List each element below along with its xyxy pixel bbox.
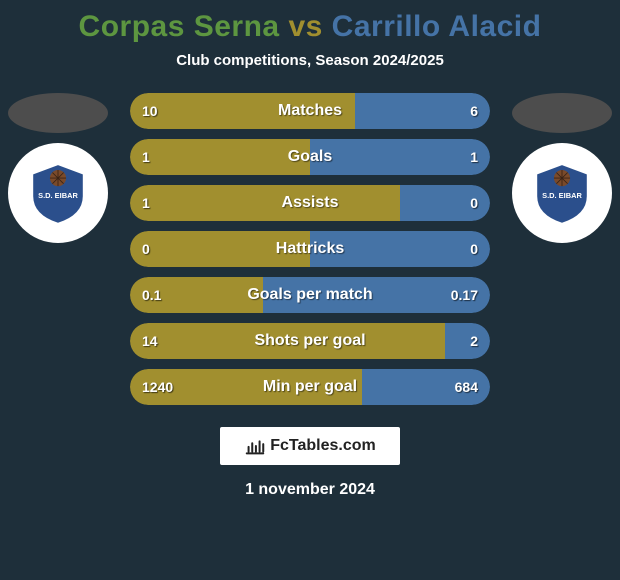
player1-name: Corpas Serna: [79, 10, 280, 43]
stat-value-left: 14: [142, 333, 158, 349]
stat-row: Shots per goal 14 2: [130, 323, 490, 359]
stat-value-left: 1: [142, 149, 150, 165]
brand-text: FcTables.com: [270, 437, 376, 455]
stat-row: Goals per match 0.1 0.17: [130, 277, 490, 313]
stat-bars: Matches106Goals11Assists10Hattricks00Goa…: [130, 93, 490, 405]
stat-value-right: 1: [470, 149, 478, 165]
stat-value-right: 6: [470, 103, 478, 119]
chart-icon: [244, 435, 266, 457]
player1-club-badge: S.D. EIBAR: [8, 143, 108, 243]
title-vs: vs: [288, 10, 322, 43]
stat-value-right: 2: [470, 333, 478, 349]
stat-row: Assists 1 0: [130, 185, 490, 221]
stat-value-right: 0.17: [451, 287, 478, 303]
stat-value-right: 684: [455, 379, 478, 395]
stat-value-left: 1: [142, 195, 150, 211]
svg-text:S.D. EIBAR: S.D. EIBAR: [542, 191, 582, 200]
player2-club-badge: S.D. EIBAR: [512, 143, 612, 243]
brand-logo: FcTables.com: [220, 427, 400, 465]
player2-name: Carrillo Alacid: [332, 10, 542, 43]
stat-value-right: 0: [470, 195, 478, 211]
comparison-card: Corpas Serna vs Carrillo Alacid Club com…: [0, 0, 620, 580]
stat-bar-left: [130, 185, 400, 221]
page-title: Corpas Serna vs Carrillo Alacid: [0, 10, 620, 44]
footer-date: 1 november 2024: [0, 481, 620, 499]
stat-row: Goals 1 1: [130, 139, 490, 175]
stat-value-left: 1240: [142, 379, 173, 395]
stat-value-left: 0.1: [142, 287, 161, 303]
stat-bar-left: [130, 139, 310, 175]
stat-label: Shots per goal: [254, 332, 365, 350]
stat-row: Matches 10 6: [130, 93, 490, 129]
stat-bar-right: [445, 323, 490, 359]
player1-avatar-placeholder: [8, 93, 108, 133]
stat-value-left: 0: [142, 241, 150, 257]
stat-row: Min per goal 1240 684: [130, 369, 490, 405]
stat-label: Matches: [278, 102, 342, 120]
stat-row: Hattricks 0 0: [130, 231, 490, 267]
stat-label: Assists: [282, 194, 339, 212]
stat-label: Hattricks: [276, 240, 344, 258]
stat-bar-right: [310, 139, 490, 175]
stat-label: Goals: [288, 148, 332, 166]
club-crest-icon: S.D. EIBAR: [531, 162, 593, 224]
svg-text:S.D. EIBAR: S.D. EIBAR: [38, 191, 78, 200]
stat-label: Min per goal: [263, 378, 357, 396]
club-crest-icon: S.D. EIBAR: [27, 162, 89, 224]
player2-avatar-placeholder: [512, 93, 612, 133]
stat-label: Goals per match: [247, 286, 372, 304]
stat-value-right: 0: [470, 241, 478, 257]
stat-value-left: 10: [142, 103, 158, 119]
subtitle: Club competitions, Season 2024/2025: [0, 52, 620, 69]
content-area: S.D. EIBAR S.D. EIBAR Matches106Goals11A…: [0, 93, 620, 499]
